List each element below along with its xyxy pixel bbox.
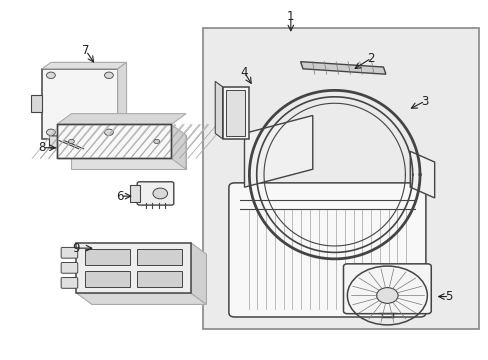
Polygon shape bbox=[130, 185, 140, 202]
FancyBboxPatch shape bbox=[61, 278, 78, 288]
Polygon shape bbox=[57, 114, 185, 125]
Bar bbox=[42, 69, 118, 139]
Polygon shape bbox=[31, 95, 42, 112]
FancyBboxPatch shape bbox=[61, 247, 78, 258]
Circle shape bbox=[46, 72, 55, 78]
Text: 7: 7 bbox=[82, 44, 90, 57]
Circle shape bbox=[68, 139, 74, 144]
FancyBboxPatch shape bbox=[61, 262, 78, 273]
Circle shape bbox=[104, 72, 113, 78]
Text: 2: 2 bbox=[367, 51, 374, 64]
Bar bbox=[76, 243, 190, 293]
Polygon shape bbox=[244, 116, 312, 187]
Bar bbox=[222, 87, 249, 139]
Text: 6: 6 bbox=[116, 190, 123, 203]
Text: 5: 5 bbox=[445, 290, 452, 303]
Bar bbox=[57, 125, 171, 158]
Bar bbox=[57, 125, 171, 158]
FancyBboxPatch shape bbox=[228, 183, 425, 317]
Circle shape bbox=[376, 288, 397, 303]
Circle shape bbox=[153, 188, 167, 199]
Polygon shape bbox=[42, 62, 126, 69]
Text: 3: 3 bbox=[420, 95, 427, 108]
FancyBboxPatch shape bbox=[49, 136, 68, 148]
Polygon shape bbox=[215, 81, 222, 139]
Polygon shape bbox=[118, 62, 126, 139]
Bar bbox=[51, 62, 126, 132]
Polygon shape bbox=[71, 135, 185, 169]
Bar bbox=[85, 249, 130, 265]
Bar bbox=[85, 271, 130, 287]
Circle shape bbox=[104, 129, 113, 135]
Polygon shape bbox=[76, 293, 206, 305]
Polygon shape bbox=[171, 125, 185, 169]
Polygon shape bbox=[300, 62, 385, 74]
Bar bbox=[226, 90, 245, 136]
Bar bbox=[137, 271, 182, 287]
Text: 1: 1 bbox=[286, 10, 294, 23]
Polygon shape bbox=[409, 151, 434, 198]
Polygon shape bbox=[190, 243, 206, 305]
Bar bbox=[203, 28, 478, 329]
Text: 4: 4 bbox=[240, 66, 248, 79]
Bar bbox=[137, 249, 182, 265]
FancyBboxPatch shape bbox=[92, 136, 110, 148]
Circle shape bbox=[154, 139, 159, 144]
Text: 9: 9 bbox=[72, 242, 80, 255]
FancyBboxPatch shape bbox=[137, 182, 173, 205]
Circle shape bbox=[46, 129, 55, 135]
Text: 8: 8 bbox=[39, 141, 46, 154]
FancyBboxPatch shape bbox=[343, 264, 430, 314]
